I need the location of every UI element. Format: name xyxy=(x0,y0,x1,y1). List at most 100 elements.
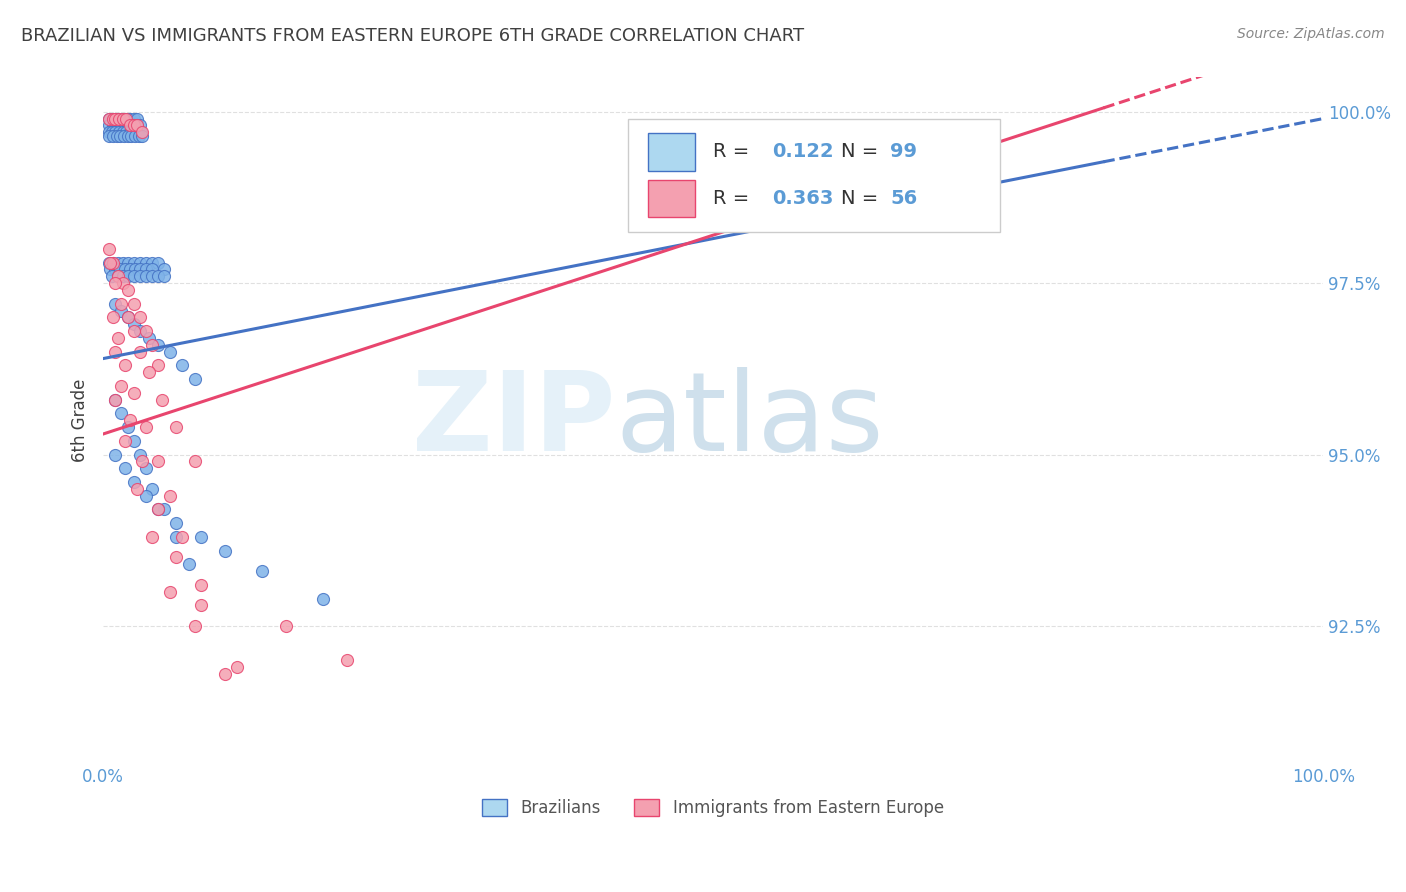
Point xyxy=(104,125,127,139)
Point xyxy=(165,516,187,530)
Point xyxy=(146,269,169,284)
Point xyxy=(110,119,132,133)
Point xyxy=(122,296,145,310)
Point xyxy=(135,461,157,475)
Point xyxy=(336,653,359,667)
Point xyxy=(183,454,205,468)
Point xyxy=(122,125,145,139)
Point xyxy=(100,255,122,269)
Text: R =: R = xyxy=(713,189,755,208)
Point xyxy=(108,128,131,143)
Text: 56: 56 xyxy=(890,189,917,208)
Point xyxy=(114,119,136,133)
Point xyxy=(135,255,157,269)
Point xyxy=(104,448,127,462)
Point xyxy=(100,125,122,139)
Point xyxy=(115,125,138,139)
Point xyxy=(111,112,134,126)
Point xyxy=(110,406,132,420)
Point xyxy=(98,125,121,139)
Point xyxy=(127,112,149,126)
Point xyxy=(122,475,145,489)
Point xyxy=(122,434,145,448)
Text: 0.122: 0.122 xyxy=(772,142,834,161)
Text: R =: R = xyxy=(713,142,755,161)
Point xyxy=(190,530,212,544)
Point xyxy=(100,262,122,277)
Point xyxy=(141,530,163,544)
FancyBboxPatch shape xyxy=(627,119,1000,232)
Point xyxy=(122,324,145,338)
Point xyxy=(115,112,138,126)
Point xyxy=(146,502,169,516)
Point xyxy=(104,112,127,126)
Point xyxy=(190,578,212,592)
Point xyxy=(146,255,169,269)
Point xyxy=(172,530,194,544)
Point xyxy=(118,125,141,139)
Point xyxy=(128,255,150,269)
Point xyxy=(114,434,136,448)
Point xyxy=(101,255,124,269)
Point xyxy=(128,448,150,462)
Point xyxy=(108,125,131,139)
Point xyxy=(110,296,132,310)
Point xyxy=(131,125,153,139)
Point xyxy=(127,119,149,133)
Text: Source: ZipAtlas.com: Source: ZipAtlas.com xyxy=(1237,27,1385,41)
Point xyxy=(127,482,149,496)
Point xyxy=(183,619,205,633)
Point xyxy=(124,262,146,277)
Point xyxy=(118,262,141,277)
Point xyxy=(183,372,205,386)
Point xyxy=(135,420,157,434)
Point xyxy=(276,619,298,633)
Point xyxy=(104,262,127,277)
Text: ZIP: ZIP xyxy=(412,367,616,474)
Point xyxy=(312,591,335,606)
Point xyxy=(107,269,129,284)
Point xyxy=(122,385,145,400)
Point xyxy=(128,119,150,133)
Point xyxy=(214,543,236,558)
Point xyxy=(104,276,127,290)
Text: atlas: atlas xyxy=(616,367,884,474)
Point xyxy=(159,489,181,503)
Point xyxy=(122,318,145,332)
Point xyxy=(165,550,187,565)
Point xyxy=(104,296,127,310)
Point xyxy=(118,112,141,126)
Point xyxy=(107,119,129,133)
Point xyxy=(110,112,132,126)
Point xyxy=(111,125,134,139)
Point xyxy=(114,112,136,126)
Point xyxy=(131,128,153,143)
Point xyxy=(128,324,150,338)
Point xyxy=(138,331,160,345)
Point xyxy=(146,454,169,468)
Point xyxy=(104,112,127,126)
Point xyxy=(101,119,124,133)
Point xyxy=(190,599,212,613)
Point xyxy=(98,112,121,126)
Text: N =: N = xyxy=(841,142,884,161)
Point xyxy=(146,502,169,516)
Point xyxy=(128,310,150,325)
Point xyxy=(165,420,187,434)
Point xyxy=(114,262,136,277)
Point xyxy=(135,489,157,503)
Point xyxy=(114,461,136,475)
Point xyxy=(135,324,157,338)
Point xyxy=(117,112,139,126)
Point xyxy=(107,255,129,269)
Point xyxy=(153,269,176,284)
Point xyxy=(114,359,136,373)
Point xyxy=(172,359,194,373)
Point xyxy=(117,310,139,325)
Point xyxy=(127,125,149,139)
Point xyxy=(141,482,163,496)
Point xyxy=(98,128,121,143)
Point xyxy=(118,119,141,133)
Point xyxy=(117,255,139,269)
Point xyxy=(117,283,139,297)
